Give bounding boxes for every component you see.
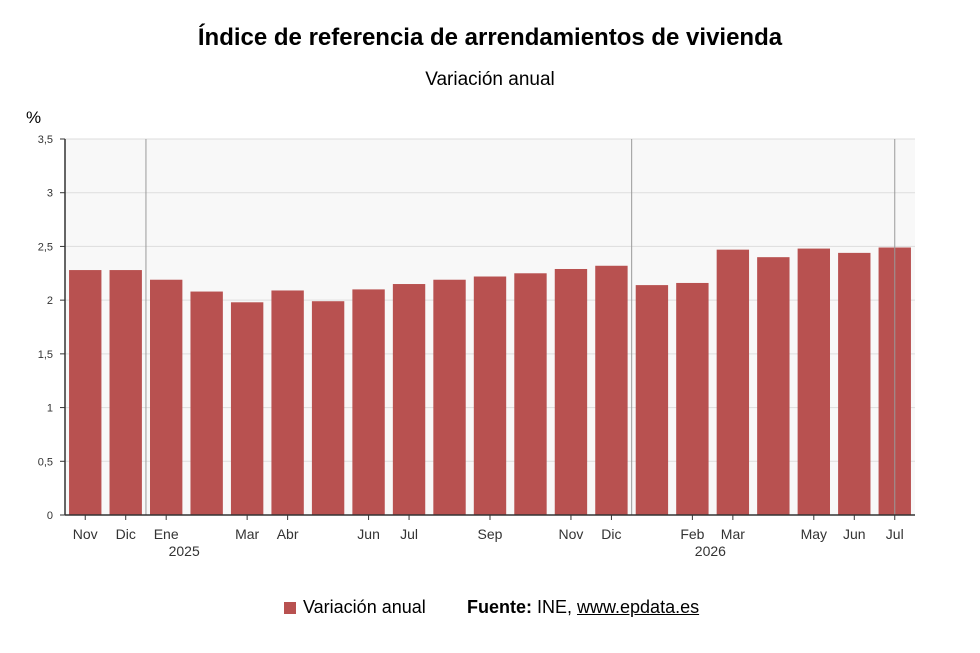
x-tick-label: Jul bbox=[400, 526, 418, 542]
bar bbox=[473, 276, 507, 515]
y-tick-label: 3,5 bbox=[38, 134, 53, 146]
x-tick-label: Dic bbox=[116, 526, 136, 542]
x-tick-label: Abr bbox=[277, 526, 299, 542]
bar bbox=[190, 291, 223, 515]
bar bbox=[514, 273, 547, 515]
y-tick-label: 1 bbox=[47, 403, 53, 415]
chart-title: Índice de referencia de arrendamientos d… bbox=[197, 24, 783, 51]
source-text: INE, bbox=[532, 597, 578, 617]
bar bbox=[392, 284, 426, 515]
x-tick-label: Feb bbox=[680, 526, 704, 542]
source-credit: Fuente: INE, www.epdata.es bbox=[467, 597, 699, 618]
x-tick-label: Nov bbox=[558, 526, 583, 542]
x-tick-label: Sep bbox=[478, 526, 503, 542]
bar bbox=[311, 301, 345, 515]
x-tick-label: May bbox=[801, 526, 827, 542]
bar bbox=[554, 268, 588, 515]
y-tick-label: 0,5 bbox=[38, 456, 53, 468]
bar bbox=[109, 270, 142, 515]
bar bbox=[150, 279, 183, 515]
source-link[interactable]: www.epdata.es bbox=[577, 597, 700, 617]
bar bbox=[433, 279, 466, 515]
legend-swatch bbox=[284, 601, 296, 614]
bar bbox=[716, 249, 750, 515]
bar bbox=[757, 257, 790, 515]
bar bbox=[676, 282, 709, 515]
bar bbox=[635, 285, 669, 515]
y-tick-label: 1,5 bbox=[38, 349, 53, 361]
y-tick-label: 3 bbox=[47, 188, 53, 200]
chart-subtitle: Variación anual bbox=[425, 69, 555, 90]
x-year-label: 2025 bbox=[169, 543, 200, 559]
bar bbox=[797, 248, 830, 515]
legend-label: Variación anual bbox=[303, 597, 426, 617]
x-tick-label: Jul bbox=[886, 526, 904, 542]
x-tick-label: Jun bbox=[357, 526, 380, 542]
y-tick-label: 2,5 bbox=[38, 241, 53, 253]
y-axis-unit: % bbox=[26, 108, 42, 127]
bar bbox=[69, 270, 102, 515]
legend[interactable]: Variación anual bbox=[284, 597, 426, 618]
x-tick-label: Mar bbox=[721, 526, 745, 542]
y-tick-label: 2 bbox=[47, 295, 53, 307]
source-label: Fuente: bbox=[467, 597, 532, 617]
bar bbox=[838, 252, 871, 516]
x-year-label: 2026 bbox=[695, 543, 726, 559]
bar bbox=[595, 265, 628, 515]
x-tick-label: Nov bbox=[73, 526, 98, 542]
y-tick-label: 0 bbox=[47, 510, 53, 522]
bar-chart: 0 0,5 1 1,5 2 2,5 3 3,5 Nov Dic Ene Mar Abr Jun Jul Sep… bbox=[38, 134, 915, 559]
x-tick-label: Jun bbox=[843, 526, 866, 542]
bar bbox=[230, 302, 264, 515]
x-tick-label: Ene bbox=[154, 526, 179, 542]
bar bbox=[352, 289, 385, 515]
bar bbox=[271, 290, 304, 515]
x-tick-label: Mar bbox=[235, 526, 259, 542]
x-tick-label: Dic bbox=[601, 526, 621, 542]
